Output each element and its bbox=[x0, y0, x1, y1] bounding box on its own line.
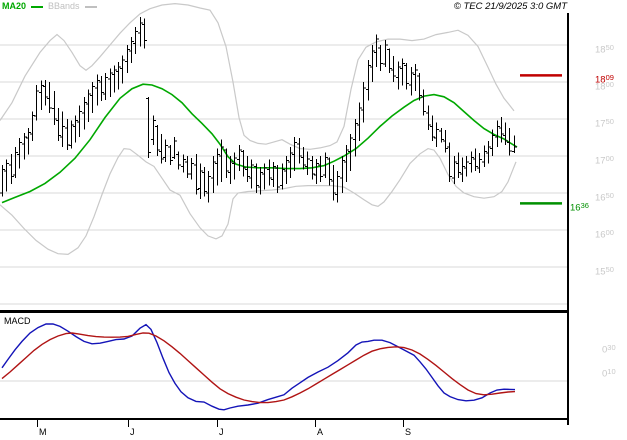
resistance-price-label: 1809 bbox=[595, 73, 614, 86]
copyright-timestamp: © TEC 21/9/2025 3:0 GMT bbox=[453, 1, 567, 12]
ohlc-bars bbox=[0, 16, 517, 203]
macd-panel-label: MACD bbox=[4, 316, 31, 326]
bb-lower-line bbox=[0, 147, 517, 256]
price-axis-label: 1850 bbox=[595, 43, 614, 56]
macd-signal-line bbox=[1, 332, 516, 404]
month-tick bbox=[37, 420, 38, 427]
month-tick bbox=[403, 420, 404, 427]
chart-legend: MA20 BBands bbox=[2, 1, 97, 12]
macd-axis-label: 010 bbox=[602, 367, 616, 380]
month-tick bbox=[315, 420, 316, 427]
month-label: A bbox=[317, 427, 324, 437]
month-label: M bbox=[39, 427, 47, 437]
month-label: J bbox=[219, 427, 224, 437]
bottom-axis-line bbox=[0, 418, 568, 420]
month-label: J bbox=[130, 427, 135, 437]
month-tick bbox=[128, 420, 129, 427]
right-axis-line bbox=[567, 13, 569, 425]
macd-line bbox=[1, 323, 516, 411]
legend-bbands-label: BBands bbox=[48, 1, 80, 11]
ma20-line bbox=[1, 83, 518, 204]
ma20-line-swatch-icon bbox=[31, 5, 44, 8]
price-axis-label: 1700 bbox=[595, 154, 614, 167]
bb-upper-line bbox=[0, 2, 515, 150]
month-label: S bbox=[405, 427, 412, 437]
price-axis-label: 1750 bbox=[595, 117, 614, 130]
price-axis-label: 1650 bbox=[595, 191, 614, 204]
price-axis-label: 1600 bbox=[595, 228, 614, 241]
price-axis-label: 1800 bbox=[595, 80, 614, 93]
bbands-line-swatch-icon bbox=[84, 5, 97, 8]
price-axis-label: 1550 bbox=[595, 265, 614, 278]
panel-divider bbox=[0, 310, 568, 313]
legend-ma20-label: MA20 bbox=[2, 1, 27, 11]
macd-axis-label: 030 bbox=[602, 343, 616, 356]
month-tick bbox=[217, 420, 218, 427]
support-price-label: 1636 bbox=[570, 201, 589, 214]
